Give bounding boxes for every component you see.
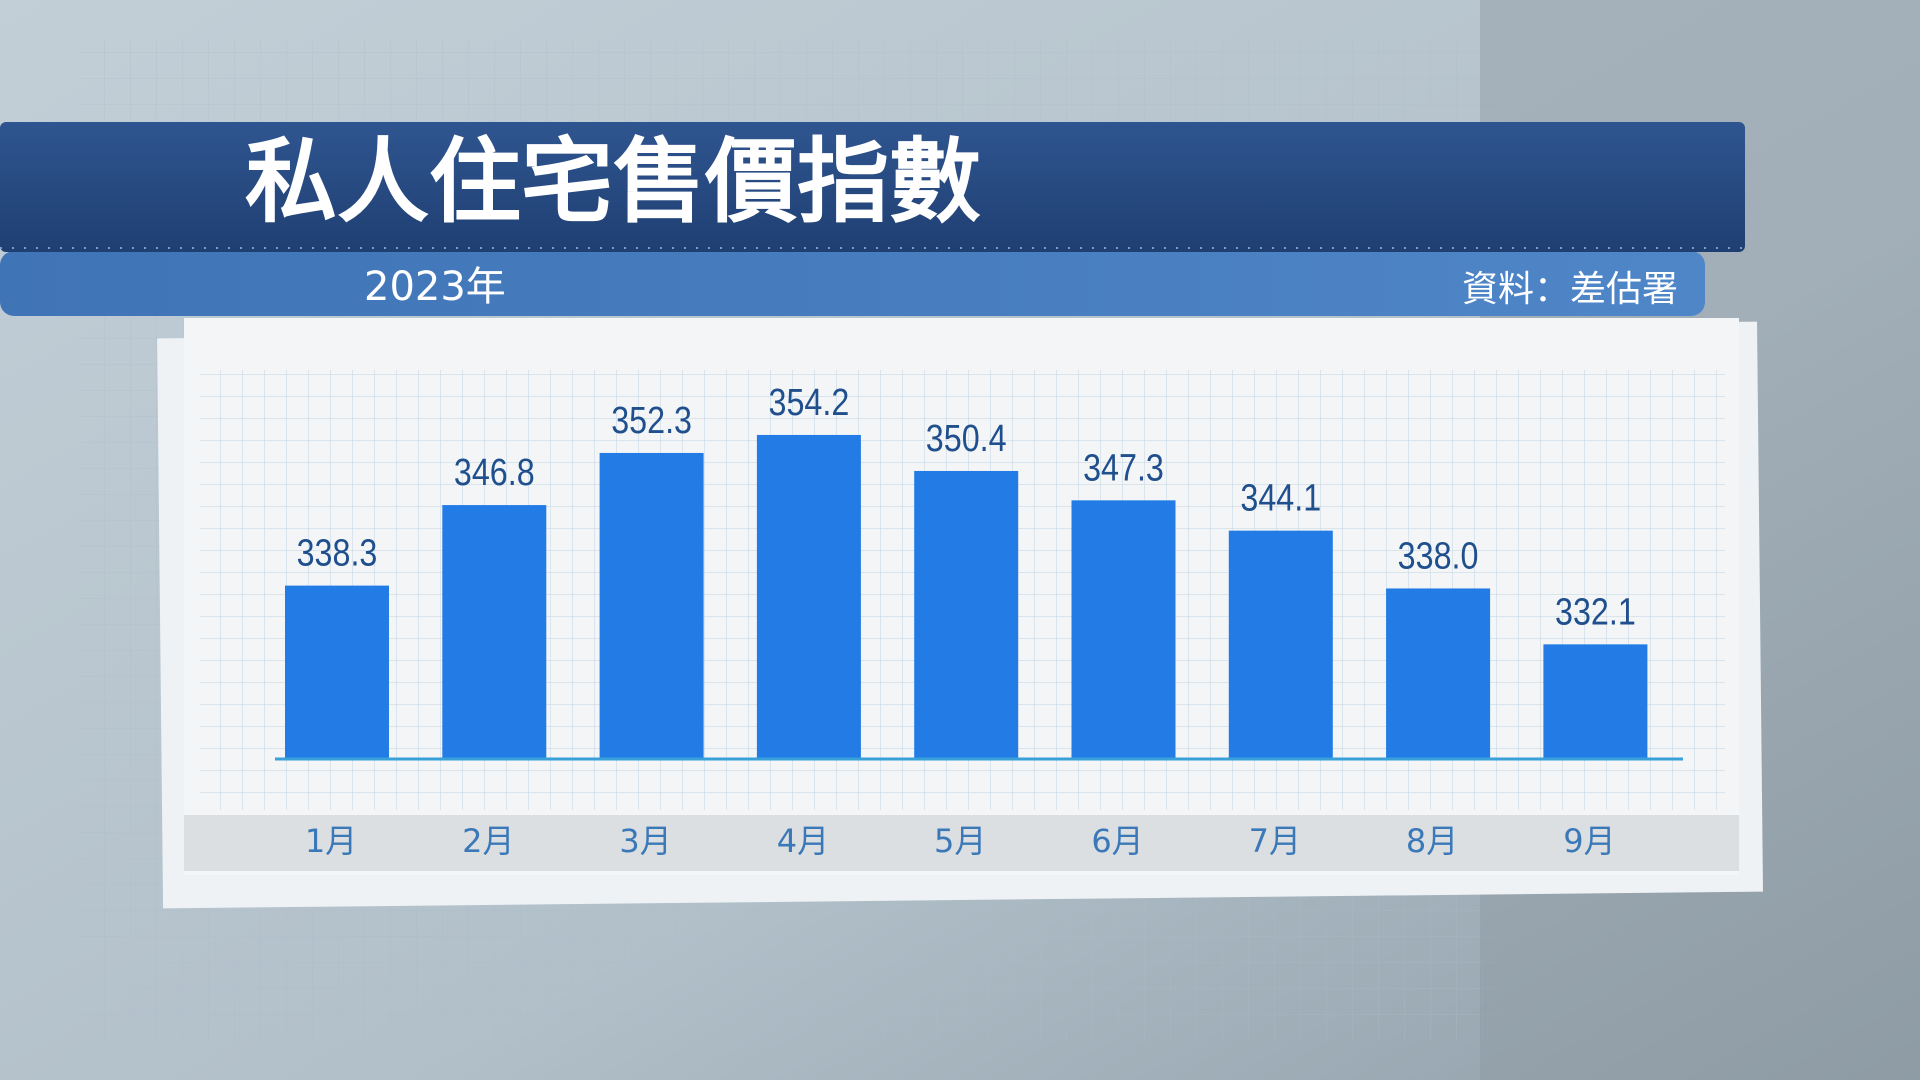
bar xyxy=(1071,500,1176,759)
bar xyxy=(756,434,861,759)
plot: 338.3 1月 346.8 2月 352.3 3月 354.2 4月 350.4 5月 347.3… xyxy=(275,382,1683,860)
bar xyxy=(285,585,389,759)
bar xyxy=(442,505,547,759)
bar xyxy=(1228,530,1333,759)
x-tick-label: 9月 xyxy=(1563,822,1615,860)
bar xyxy=(1543,644,1648,759)
x-tick-label: 7月 xyxy=(1249,822,1301,860)
value-label: 354.2 xyxy=(768,382,849,424)
bar xyxy=(1386,588,1491,759)
title-band xyxy=(0,122,1745,252)
x-tick-label: 4月 xyxy=(777,822,829,860)
bar xyxy=(914,470,1019,759)
x-tick-label: 5月 xyxy=(934,822,986,860)
chart-title: 私人住宅售價指數 xyxy=(245,128,981,235)
chart-subtitle: 2023年 xyxy=(364,264,506,310)
value-label: 338.3 xyxy=(297,532,378,574)
value-label: 346.8 xyxy=(454,452,535,494)
label-band xyxy=(184,815,1739,871)
x-tick-label: 8月 xyxy=(1406,822,1458,860)
value-label: 350.4 xyxy=(926,418,1007,460)
source: 資料：差估署 xyxy=(1462,269,1678,310)
bar xyxy=(599,452,704,759)
x-tick-label: 2月 xyxy=(462,822,514,860)
x-tick-label: 6月 xyxy=(1091,822,1143,860)
value-label: 347.3 xyxy=(1083,447,1164,489)
value-label: 344.1 xyxy=(1240,477,1321,519)
x-tick-label: 3月 xyxy=(619,822,671,860)
x-tick-label: 1月 xyxy=(305,822,357,860)
value-label: 338.0 xyxy=(1398,535,1479,577)
value-label: 332.1 xyxy=(1555,591,1636,633)
value-label: 352.3 xyxy=(611,400,692,442)
subtitle-band xyxy=(0,251,1705,316)
